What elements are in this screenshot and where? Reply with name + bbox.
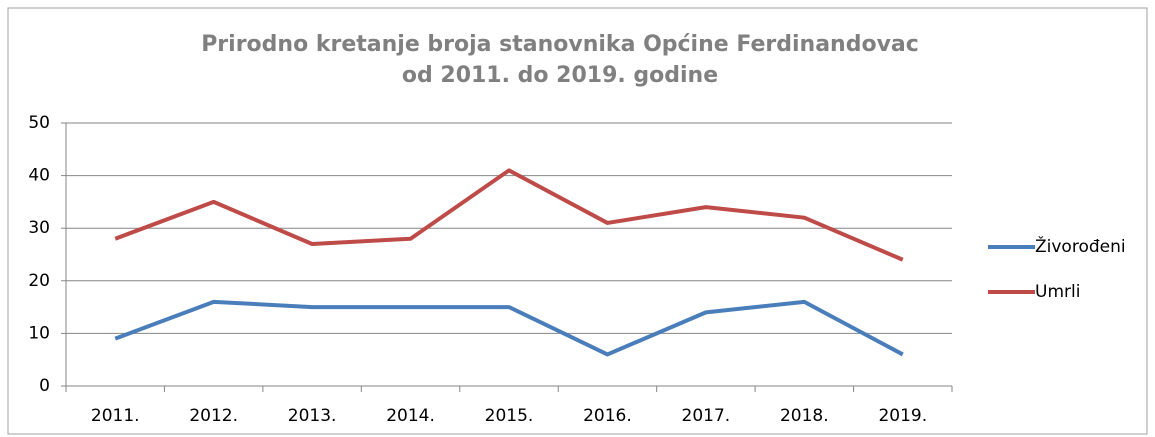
x-tick-label: 2012.	[189, 406, 238, 426]
y-tick-label: 20	[28, 271, 50, 291]
y-tick-label: 30	[28, 218, 50, 238]
legend-label: Umrli	[1035, 282, 1080, 302]
chart-border	[7, 7, 1148, 435]
x-tick-label: 2019.	[878, 406, 927, 426]
x-tick-label: 2018.	[780, 406, 829, 426]
data-line	[114, 299, 904, 357]
y-tick-label: 10	[28, 323, 50, 343]
y-tick-label: 40	[28, 166, 50, 186]
x-tick-label: 2014.	[386, 406, 435, 426]
x-tick-label: 2017.	[682, 406, 731, 426]
x-tick-label: 2013.	[288, 406, 337, 426]
x-tick-label: 2011.	[91, 406, 140, 426]
y-tick-label: 50	[28, 113, 50, 133]
x-tick-label: 2016.	[583, 406, 632, 426]
legend-label: Živorođeni	[1035, 235, 1126, 257]
y-tick-label: 0	[39, 376, 50, 396]
chart-title: Prirodno kretanje broja stanovnika Općin…	[201, 32, 919, 57]
data-line	[114, 168, 904, 262]
chart-title: od 2011. do 2019. godine	[402, 63, 718, 88]
x-tick-label: 2015.	[485, 406, 534, 426]
